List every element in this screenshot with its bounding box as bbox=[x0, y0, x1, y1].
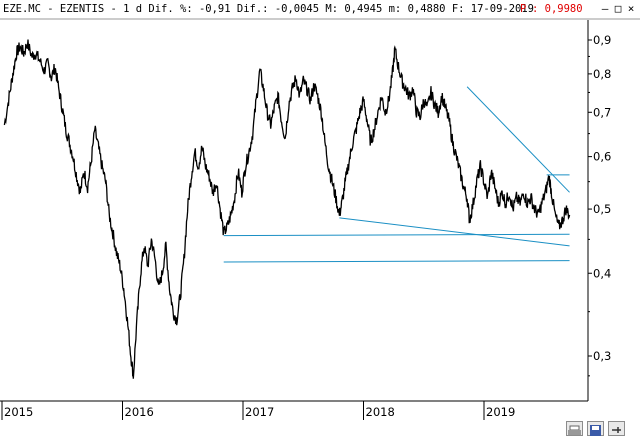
y-tick-label: 0,3 bbox=[593, 349, 611, 363]
trendline bbox=[223, 233, 570, 237]
trendline bbox=[339, 217, 570, 247]
y-tick-label: 0,5 bbox=[593, 202, 611, 216]
trendlines bbox=[223, 86, 570, 263]
minimize-icon[interactable]: – bbox=[601, 2, 609, 15]
close-icon[interactable]: × bbox=[627, 2, 635, 15]
maximize-icon[interactable]: □ bbox=[614, 2, 622, 15]
y-tick-label: 0,7 bbox=[593, 105, 611, 119]
pin-icon[interactable] bbox=[608, 421, 625, 436]
window-controls: – □ × bbox=[600, 3, 638, 15]
p-value: : 0,9980 bbox=[532, 3, 583, 15]
y-tick-label: 0,9 bbox=[593, 33, 611, 47]
p-label: P bbox=[520, 3, 527, 15]
x-tick-label: 2019 bbox=[486, 405, 515, 419]
y-tick-label: 0,8 bbox=[593, 67, 611, 81]
quote-info: EZE.MC - EZENTIS - 1 d Dif. %: -0,91 Dif… bbox=[3, 3, 535, 15]
x-tick-label: 2017 bbox=[245, 405, 274, 419]
save-icon[interactable] bbox=[587, 421, 604, 436]
price-line bbox=[3, 39, 571, 379]
y-tick-label: 0,6 bbox=[593, 150, 611, 164]
y-axis: 0,9 0,8 0,7 0,6 0,5 0,4 0,3 bbox=[588, 33, 611, 377]
chart-toolbar bbox=[566, 421, 638, 437]
print-icon[interactable] bbox=[566, 421, 583, 436]
trendline bbox=[223, 260, 570, 263]
axes bbox=[0, 18, 640, 402]
y-tick-label: 0,4 bbox=[593, 266, 611, 280]
x-tick-label: 2016 bbox=[125, 405, 154, 419]
x-tick-label: 2018 bbox=[366, 405, 395, 419]
chart-header: EZE.MC - EZENTIS - 1 d Dif. %: -0,91 Dif… bbox=[0, 0, 640, 18]
x-axis: 2015 2016 2017 2018 2019 bbox=[1, 401, 515, 420]
x-tick-label: 2015 bbox=[4, 405, 33, 419]
price-series bbox=[3, 39, 571, 379]
